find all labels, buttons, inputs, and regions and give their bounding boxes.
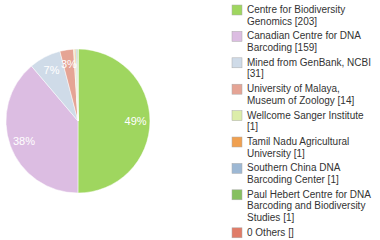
legend-item: Wellcome Sanger Institute[1] — [232, 109, 364, 132]
legend-line: [1] — [247, 121, 258, 132]
pie: 49% 38% 7%3% — [6, 49, 150, 193]
legend-line: Barcoding and Biodiversity — [247, 200, 365, 211]
legend-line: Genomics [203] — [247, 15, 317, 26]
chart-container: 49% 38% 7%3% Centre for BiodiversityGenomic… — [0, 0, 380, 240]
legend-label: Mined from GenBank, NCBI[31] — [247, 56, 371, 79]
legend-label: Tamil Nadu AgriculturalUniversity [1] — [247, 136, 349, 159]
legend-item: Paul Hebert Centre for DNABarcoding and … — [232, 188, 371, 222]
legend-line: Barcoding [159] — [247, 42, 317, 53]
legend-swatch — [232, 31, 242, 41]
slices-inner — [6, 49, 150, 193]
legend-item: Canadian Centre for DNABarcoding [159] — [232, 30, 361, 53]
legend-swatch — [232, 58, 242, 68]
slice — [78, 49, 79, 121]
legend-swatch — [232, 228, 242, 238]
legend-label: Canadian Centre for DNABarcoding [159] — [247, 30, 361, 53]
legend-line: Wellcome Sanger Institute — [247, 109, 364, 120]
legend-label: Southern China DNABarcoding Center [1] — [247, 162, 341, 185]
legend-label: Centre for BiodiversityGenomics [203] — [247, 4, 345, 27]
slices — [6, 49, 150, 193]
legend-label: University of Malaya,Museum of Zoology [… — [247, 83, 354, 106]
legend-line: Paul Hebert Centre for DNA — [247, 188, 371, 199]
legend-line: Southern China DNA — [247, 162, 341, 173]
legend-item: University of Malaya,Museum of Zoology [… — [232, 83, 354, 106]
legend-line: University [1] — [247, 147, 305, 158]
legend-line: Museum of Zoology [14] — [247, 94, 354, 105]
legend-line: Studies [1] — [247, 212, 294, 223]
legend-swatch — [232, 190, 242, 200]
legend-label: 0 Others [] — [247, 226, 294, 237]
data-label: 3% — [61, 58, 77, 70]
legend-line: Barcoding Center [1] — [247, 174, 339, 185]
legend-item: Southern China DNABarcoding Center [1] — [232, 162, 341, 185]
legend-line: Mined from GenBank, NCBI — [247, 56, 371, 67]
legend-label: Paul Hebert Centre for DNABarcoding and … — [247, 188, 371, 222]
legend-line: 0 Others [] — [247, 226, 294, 237]
legend-line: University of Malaya, — [247, 83, 340, 94]
legend-item: Centre for BiodiversityGenomics [203] — [232, 4, 345, 27]
legend-swatch — [232, 137, 242, 147]
legend-swatch — [232, 111, 242, 121]
data-label: 7% — [44, 64, 60, 76]
data-labels: 49% 38% 7%3% — [13, 58, 147, 147]
slice — [78, 49, 150, 193]
data-label: 38% — [13, 135, 35, 147]
legend-item: Tamil Nadu AgriculturalUniversity [1] — [232, 136, 349, 159]
legend-swatch — [232, 84, 242, 94]
slice — [77, 49, 78, 121]
legend-item: Mined from GenBank, NCBI[31] — [232, 56, 371, 79]
legend-label: Wellcome Sanger Institute[1] — [247, 109, 364, 132]
legend-swatch — [232, 5, 242, 15]
legend-line: Centre for Biodiversity — [247, 4, 345, 15]
legend-line: Canadian Centre for DNA — [247, 30, 361, 41]
slice — [60, 49, 78, 121]
legend-line: Tamil Nadu Agricultural — [247, 136, 349, 147]
legend: Centre for BiodiversityGenomics [203] Can… — [232, 4, 371, 238]
chart: 49% 38% 7%3% Centre for BiodiversityGenomic… — [0, 0, 380, 240]
data-label: 49% — [125, 115, 147, 127]
legend-swatch — [232, 163, 242, 173]
legend-item: 0 Others [] — [232, 226, 294, 238]
legend-line: [31] — [247, 68, 264, 79]
